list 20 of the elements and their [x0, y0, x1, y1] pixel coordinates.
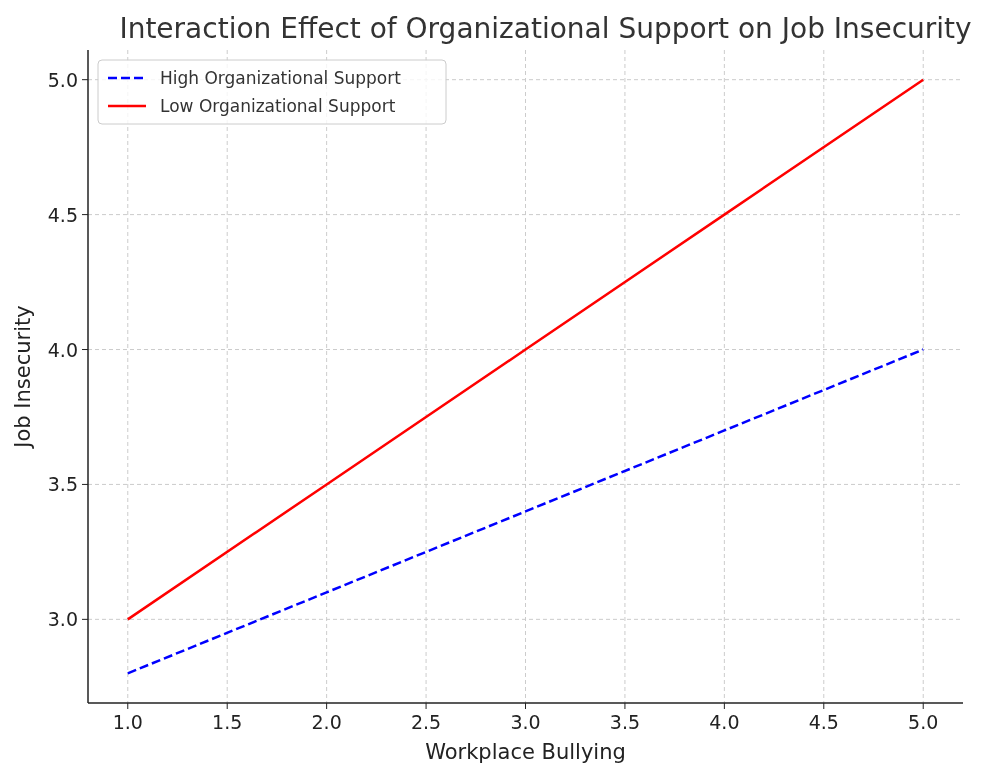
x-tick-label: 2.5: [410, 711, 442, 733]
x-tick-label: 4.5: [808, 711, 839, 733]
x-tick-label: 5.0: [908, 711, 939, 733]
y-tick-label: 3.0: [47, 608, 78, 631]
legend-label: High Organizational Support: [160, 68, 402, 88]
x-tick-label: 1.0: [112, 711, 143, 733]
x-tick-label: 4.0: [709, 711, 740, 733]
y-tick-label: 4.0: [47, 338, 78, 361]
line-series: [126, 348, 925, 675]
x-tick-label: 3.5: [609, 711, 641, 733]
y-tick-label: 4.5: [47, 203, 78, 226]
y-tick-label: 5.0: [47, 68, 78, 91]
x-tick-label: 2.0: [311, 711, 342, 733]
y-tick-label: 3.5: [47, 473, 78, 496]
x-tick-label: 1.5: [212, 711, 243, 733]
chart-title: Interaction Effect of Organizational Support on Job Insecurity: [119, 12, 972, 45]
x-tick-label: 3.0: [510, 711, 541, 733]
y-axis-title: Job Insecurity: [11, 305, 35, 450]
legend-label: Low Organizational Support: [160, 96, 396, 116]
x-axis-title: Workplace Bullying: [425, 740, 626, 763]
